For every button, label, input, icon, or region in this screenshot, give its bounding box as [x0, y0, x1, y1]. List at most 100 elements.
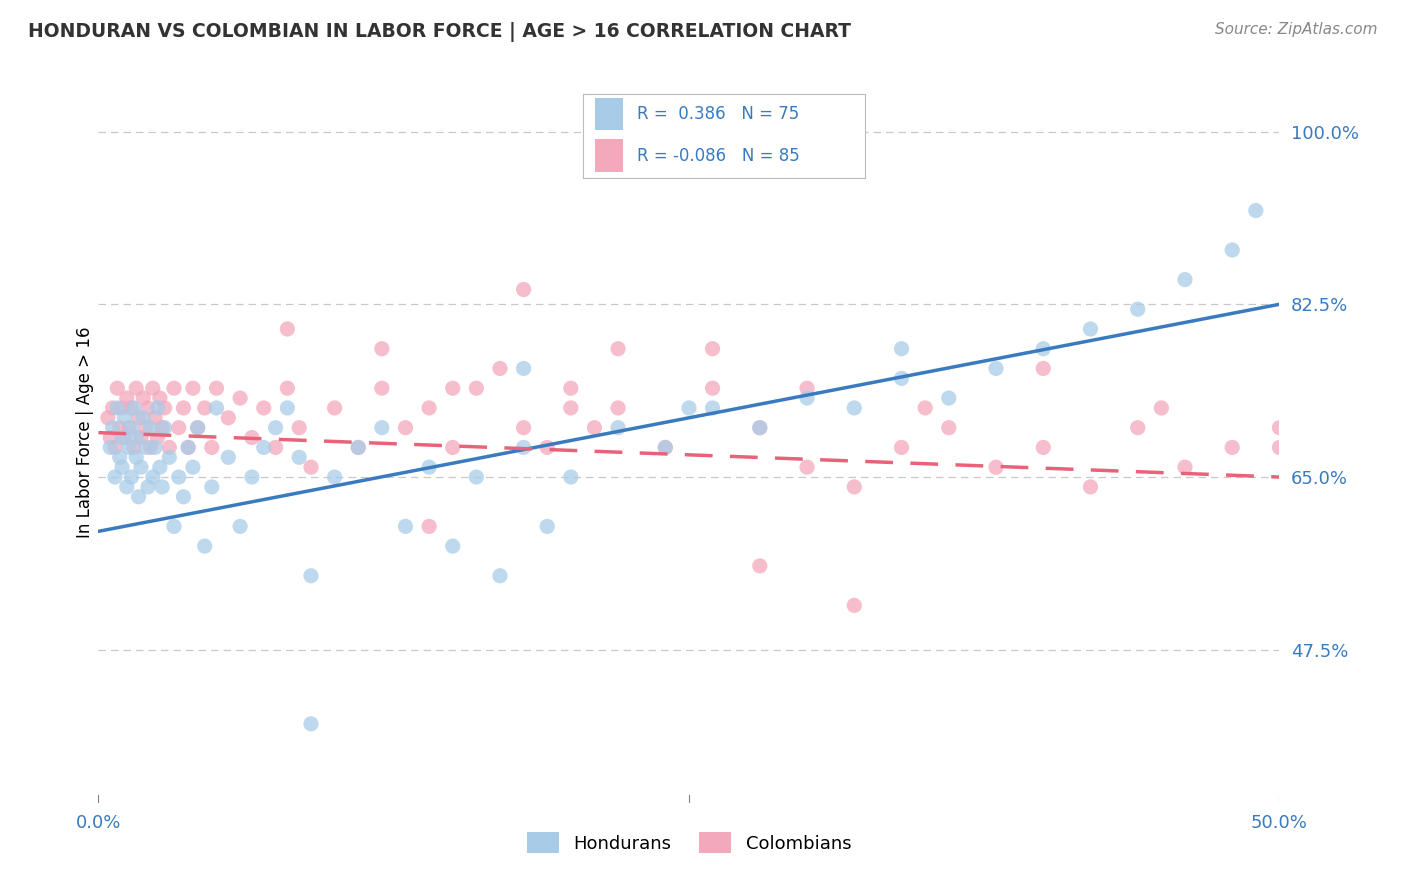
Point	[1150, 401, 1173, 415]
Point	[536, 441, 558, 455]
Point	[441, 441, 464, 455]
Point	[607, 342, 630, 356]
Point	[136, 480, 159, 494]
Point	[264, 441, 287, 455]
Point	[121, 420, 143, 434]
Text: HONDURAN VS COLOMBIAN IN LABOR FORCE | AGE > 16 CORRELATION CHART: HONDURAN VS COLOMBIAN IN LABOR FORCE | A…	[28, 22, 851, 42]
Point	[844, 401, 866, 415]
Point	[132, 391, 155, 405]
Point	[371, 342, 394, 356]
Point	[288, 450, 311, 465]
Point	[394, 519, 416, 533]
Point	[796, 381, 818, 395]
Point	[536, 519, 558, 533]
Point	[97, 410, 120, 425]
Point	[489, 361, 512, 376]
Point	[394, 420, 416, 434]
Point	[187, 420, 209, 434]
Point	[512, 420, 534, 434]
Point	[115, 391, 138, 405]
Point	[129, 431, 152, 445]
Point	[1220, 441, 1243, 455]
Point	[150, 480, 173, 494]
Point	[150, 420, 173, 434]
Point	[157, 441, 180, 455]
Point	[371, 381, 394, 395]
Point	[217, 450, 239, 465]
Point	[465, 381, 488, 395]
Point	[1032, 441, 1054, 455]
Point	[702, 342, 724, 356]
Point	[111, 460, 134, 475]
Point	[177, 441, 200, 455]
Point	[98, 441, 121, 455]
Point	[560, 401, 582, 415]
Point	[844, 480, 866, 494]
Point	[125, 381, 148, 395]
Point	[181, 381, 204, 395]
Point	[560, 381, 582, 395]
Point	[702, 381, 724, 395]
Point	[125, 450, 148, 465]
Point	[129, 460, 152, 475]
Point	[1174, 272, 1197, 286]
Point	[654, 441, 676, 455]
Point	[299, 568, 322, 582]
Point	[101, 420, 124, 434]
Point	[914, 401, 936, 415]
Point	[1268, 420, 1291, 434]
Point	[135, 441, 157, 455]
Point	[217, 410, 239, 425]
Point	[98, 431, 121, 445]
Point	[299, 716, 322, 731]
Point	[253, 401, 276, 415]
Point	[157, 450, 180, 465]
Point	[112, 410, 135, 425]
Point	[163, 381, 186, 395]
Point	[890, 342, 912, 356]
Point	[844, 599, 866, 613]
Point	[938, 420, 960, 434]
Point	[441, 381, 464, 395]
Point	[143, 441, 166, 455]
Point	[125, 431, 148, 445]
Point	[347, 441, 370, 455]
Point	[139, 420, 162, 434]
Point	[796, 391, 818, 405]
Point	[205, 381, 228, 395]
Point	[143, 410, 166, 425]
Point	[264, 420, 287, 434]
Point	[128, 490, 150, 504]
Point	[136, 401, 159, 415]
Point	[181, 460, 204, 475]
Point	[607, 420, 630, 434]
Point	[121, 470, 143, 484]
Point	[441, 539, 464, 553]
Point	[276, 401, 298, 415]
Point	[418, 401, 440, 415]
Point	[583, 420, 606, 434]
Point	[122, 441, 145, 455]
Point	[1032, 342, 1054, 356]
Point	[1080, 480, 1102, 494]
Point	[187, 420, 209, 434]
Point	[108, 420, 131, 434]
Point	[748, 558, 770, 573]
Point	[276, 322, 298, 336]
Point	[112, 431, 135, 445]
Point	[748, 420, 770, 434]
Point	[748, 420, 770, 434]
Point	[105, 381, 128, 395]
Point	[560, 470, 582, 484]
Point	[132, 410, 155, 425]
Point	[177, 441, 200, 455]
Point	[172, 490, 194, 504]
Point	[276, 381, 298, 395]
Point	[1032, 361, 1054, 376]
Bar	[595, 139, 623, 171]
Point	[122, 401, 145, 415]
Point	[153, 420, 176, 434]
Point	[111, 401, 134, 415]
Point	[347, 441, 370, 455]
Point	[1220, 243, 1243, 257]
